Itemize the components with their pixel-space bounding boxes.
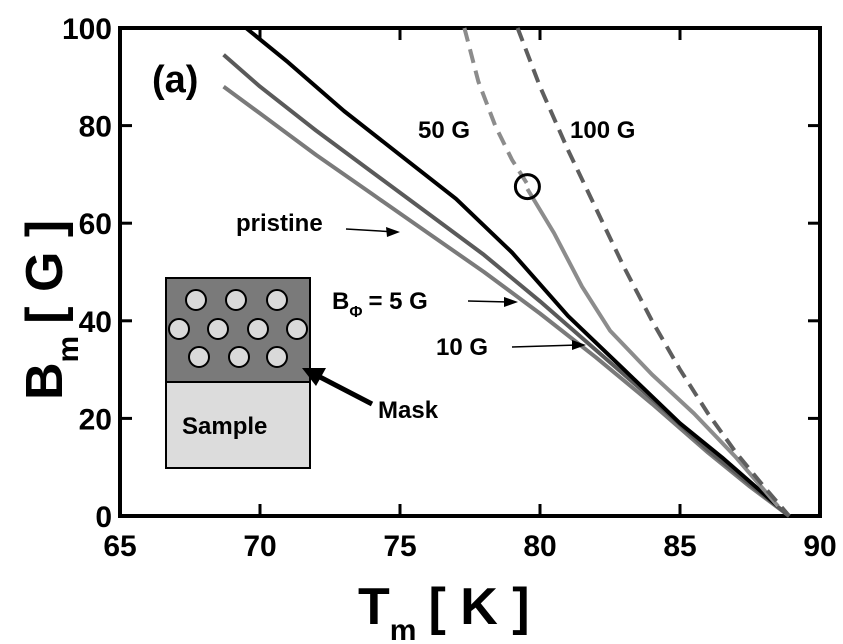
y-tick-label: 60 (79, 208, 112, 241)
x-axis-title-main: T (358, 578, 390, 636)
mask-hole (267, 290, 287, 310)
y-tick-label: 80 (79, 111, 112, 144)
mask-hole (267, 347, 287, 367)
y-tick-label: 40 (79, 306, 112, 339)
x-axis-title-sub: m (390, 614, 417, 644)
arrow-bphi (468, 301, 510, 302)
series-line-3 (464, 28, 527, 184)
label-bphi: BΦ = 5 G (332, 288, 428, 321)
series-line-5 (518, 28, 790, 516)
arrowhead-bphi (504, 297, 518, 307)
x-tick-label: 80 (523, 530, 556, 563)
arrow-10g (512, 345, 578, 347)
inset-mask-label: Mask (378, 397, 439, 424)
x-tick-label: 90 (803, 530, 836, 563)
x-axis-title: Tm [ K ] (358, 578, 530, 644)
label-bphi-sub: Φ (349, 304, 362, 321)
label-bphi-main: B (332, 288, 349, 315)
panel-label: (a) (152, 59, 198, 101)
y-tick-label: 20 (79, 403, 112, 436)
x-tick-label: 75 (383, 530, 416, 563)
label-bphi-rest: = 5 G (368, 288, 427, 315)
x-axis-title-unit: [ K ] (428, 578, 529, 636)
mask-hole (186, 290, 206, 310)
arrow-mask (318, 376, 372, 404)
label-50g: 50 G (418, 117, 470, 144)
x-tick-labels: 65 70 75 80 85 90 (103, 530, 836, 563)
mask-hole (169, 319, 189, 339)
mask-hole (248, 319, 268, 339)
label-100g: 100 G (570, 117, 635, 144)
y-axis-title-sub: m (52, 336, 85, 363)
y-tick-label: 0 (95, 501, 112, 534)
series-line-2 (246, 28, 778, 506)
y-axis-title: Bm [ G ] (16, 220, 85, 400)
mask-hole (208, 319, 228, 339)
mask-hole (226, 290, 246, 310)
label-10g: 10 G (436, 334, 488, 361)
x-tick-label: 70 (243, 530, 276, 563)
mask-hole (189, 347, 209, 367)
inset-sample-label: Sample (182, 413, 267, 440)
arrowhead-pristine (386, 227, 400, 237)
y-axis-title-unit: [ G ] (16, 220, 74, 324)
highlight-circle-marker (515, 175, 539, 199)
x-tick-label: 65 (103, 530, 136, 563)
mask-hole (229, 347, 249, 367)
mask-hole (287, 319, 307, 339)
x-tick-label: 85 (663, 530, 696, 563)
y-tick-label: 100 (62, 13, 112, 46)
label-pristine: pristine (236, 210, 323, 237)
y-axis-title-main: B (16, 362, 74, 400)
